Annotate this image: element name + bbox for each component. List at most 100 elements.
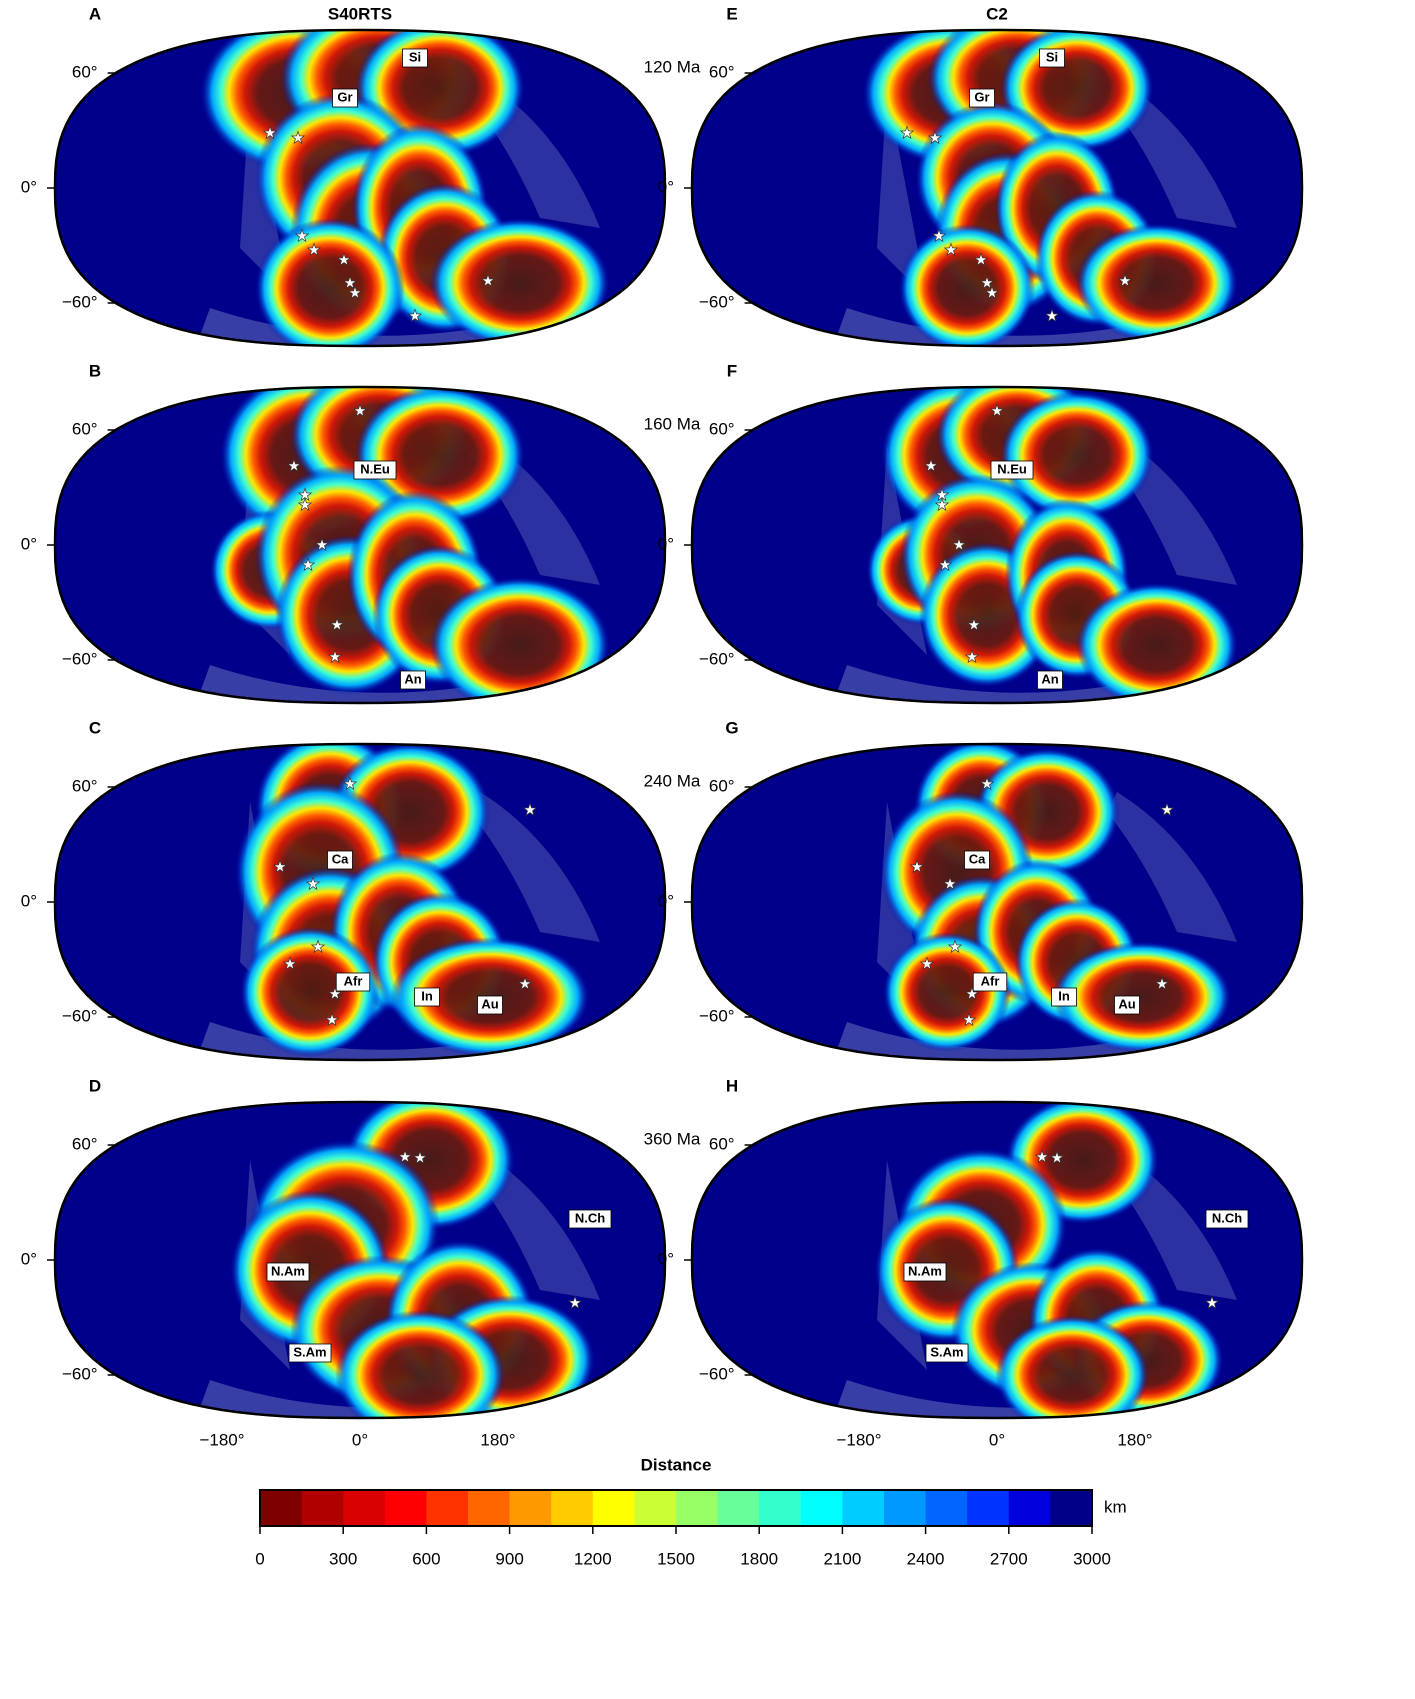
colorbar-segment [385,1490,427,1526]
heat-blob [899,224,1036,352]
continent-label-text: N.Am [271,1263,305,1278]
colorbar-tick-label: 3000 [1073,1549,1111,1568]
colorbar-segment [426,1490,468,1526]
lat-tick-label: 60° [72,62,98,81]
colorbar-unit: km [1104,1497,1127,1516]
colorbar-segment [260,1490,302,1526]
colorbar-tick-label: 2700 [990,1549,1028,1568]
colorbar-segment [842,1490,884,1526]
continent-label: S.Am [289,1344,331,1362]
colorbar-segment [759,1490,801,1526]
map-panel: 60° 0° −60° N.Ch N.Am S.Am [21,1090,665,1440]
colorbar-tick-label: 1800 [740,1549,778,1568]
colorbar-tick-label: 2100 [823,1549,861,1568]
heat-blob [1053,942,1232,1053]
panel-letter: A [89,4,101,23]
continent-label: An [1038,671,1063,689]
continent-label: Afr [336,973,370,991]
continent-label-text: Ca [332,851,349,866]
colorbar-segment [801,1490,843,1526]
lat-tick-label: −60° [62,292,98,311]
age-label: 240 Ma [644,771,701,790]
panel-letter: H [726,1076,738,1095]
panel-letter: E [726,4,737,23]
lat-tick-label: 60° [72,776,98,795]
age-label: 120 Ma [644,57,701,76]
lon-tick-label: −180° [199,1430,244,1449]
age-label: 360 Ma [644,1129,701,1148]
lat-tick-label: −60° [699,1006,735,1025]
lat-tick-label: −60° [699,649,735,668]
map-panel: 60°0°−60°N.EuAn [658,371,1302,720]
colorbar-segment [468,1490,510,1526]
lat-tick-label: 0° [658,534,674,553]
lon-tick-label: 180° [1117,1430,1152,1449]
lat-tick-label: 0° [21,177,37,196]
lat-tick-label: 0° [658,177,674,196]
continent-label: N.Ch [1206,1210,1248,1228]
colorbar-segment [593,1490,635,1526]
colorbar-segment [634,1490,676,1526]
continent-label-text: Gr [337,89,352,104]
continent-label-text: S.Am [293,1344,326,1359]
continent-label-text: Ca [969,851,986,866]
map-panel: 60° 0° −60° Si Gr [658,10,1302,363]
map-panel: 60°0°−60°N.ChN.AmS.Am [658,1096,1302,1435]
colorbar-segment [718,1490,760,1526]
lat-tick-label: 60° [72,419,98,438]
continent-label-text: Gr [974,89,989,104]
lon-tick-label: −180° [836,1430,881,1449]
heat-blob [883,932,1011,1052]
continent-label: In [415,988,440,1006]
continent-label: Afr [973,973,1007,991]
continent-label-text: N.Eu [997,461,1027,476]
lat-tick-label: 60° [72,1134,98,1153]
continent-label: N.Eu [354,461,396,479]
continent-label-text: N.Am [908,1263,942,1278]
map-panel: 60° 0° −60° N.Eu An [21,365,665,720]
continent-label-text: Si [409,49,421,64]
continent-label: Gr [333,89,358,107]
heat-blob [430,218,610,348]
continent-label: Gr [970,89,995,107]
lat-tick-label: 60° [709,1134,735,1153]
lat-tick-label: −60° [62,649,98,668]
colorbar-segment [510,1490,552,1526]
continent-label: N.Am [904,1263,946,1281]
lat-tick-label: 0° [21,1249,37,1268]
figure: 60°0°−60°SiGrA60°0°−60°N.EuAnB60°0°−60°C… [0,0,1415,1694]
lat-tick-label: 0° [21,534,37,553]
panel-letter: C [89,718,101,737]
lat-tick-label: −60° [699,292,735,311]
colorbar-tick-label: 1500 [657,1549,695,1568]
lat-tick-label: −60° [699,1364,735,1383]
continent-label-text: Si [1046,49,1058,64]
continent-label-text: An [404,671,421,686]
lat-tick-label: −60° [62,1364,98,1383]
lon-tick-label: 0° [989,1430,1005,1449]
colorbar-tick-label: 600 [412,1549,440,1568]
lat-tick-label: 0° [21,891,37,910]
colorbar-segment [302,1490,344,1526]
colorbar-segment [343,1490,385,1526]
lat-tick-label: −60° [62,1006,98,1025]
colorbar-title: Distance [641,1455,712,1474]
panel-letter: D [89,1076,101,1095]
continent-label-text: N.Eu [360,461,390,476]
continent-label: S.Am [926,1344,968,1362]
continent-label: Ca [965,851,990,869]
continent-label-text: N.Ch [1212,1210,1242,1225]
lat-tick-label: 60° [709,62,735,81]
continent-label: N.Am [267,1263,309,1281]
continent-label-text: S.Am [930,1344,963,1359]
continent-label: N.Ch [569,1210,611,1228]
continent-label-text: Afr [981,973,1000,988]
colorbar-segment [551,1490,593,1526]
lon-tick-label: 0° [352,1430,368,1449]
continent-label: Au [1115,996,1140,1014]
heat-blob [1076,223,1238,343]
continent-label: An [401,671,426,689]
panel-letter: F [727,361,737,380]
panel-letter: G [725,718,738,737]
